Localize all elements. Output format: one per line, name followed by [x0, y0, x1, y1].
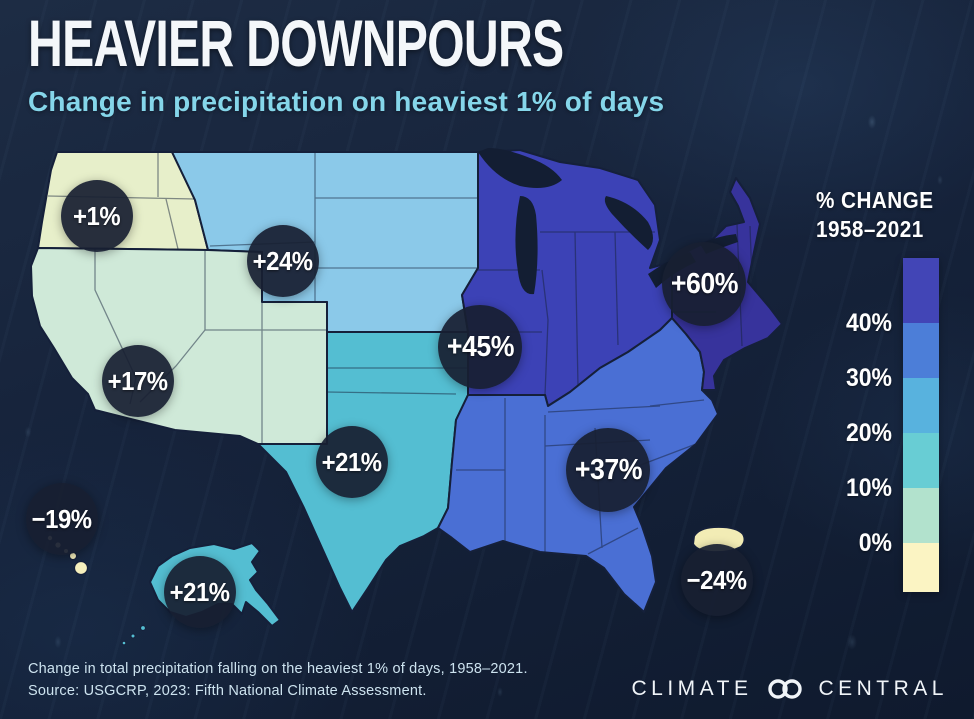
legend-title-line1: % CHANGE: [816, 187, 934, 213]
badge-puerto-rico-value: −24%: [686, 564, 747, 595]
legend-segment-10-20: [903, 433, 939, 488]
legend-title: % CHANGE 1958–2021: [816, 186, 933, 244]
alaska-aleutian-islands: [121, 625, 146, 646]
badge-puerto-rico: −24%: [681, 544, 753, 616]
legend-tick-0: 0%: [858, 529, 892, 557]
badge-southern-great-plains-value: +21%: [321, 446, 382, 477]
badge-northwest-value: +1%: [73, 200, 121, 231]
climate-central-logo: CLIMATE CENTRAL: [632, 677, 949, 701]
legend-segment-20-30: [903, 378, 939, 433]
badge-midwest-value: +45%: [446, 330, 514, 363]
footnote-caption: Change in total precipitation falling on…: [28, 661, 528, 677]
badge-southern-great-plains: +21%: [316, 426, 388, 498]
badge-southeast-value: +37%: [574, 453, 642, 486]
badge-alaska-value: +21%: [169, 576, 230, 607]
badge-hawaii-value: −19%: [31, 503, 92, 534]
badge-midwest: +45%: [438, 305, 522, 389]
badge-northern-great-plains: +24%: [247, 225, 319, 297]
legend-segment-40plus: [903, 258, 939, 323]
page-title: HEAVIER DOWNPOURS: [28, 6, 564, 80]
legend-tick-40: 40%: [845, 309, 892, 337]
logo-text-climate: CLIMATE: [631, 677, 753, 700]
badge-southwest: +17%: [102, 345, 174, 417]
legend-tick-10: 10%: [845, 474, 892, 502]
badge-southwest-value: +17%: [107, 365, 168, 396]
legend-segment-0-10: [903, 488, 939, 543]
legend-tick-30: 30%: [845, 364, 892, 392]
badge-alaska: +21%: [164, 556, 236, 628]
logo-rings-icon: [768, 679, 803, 699]
badge-hawaii: −19%: [26, 483, 98, 555]
legend-segment-30-40: [903, 323, 939, 378]
footnote-source: Source: USGCRP, 2023: Fifth National Cli…: [28, 683, 427, 699]
badge-northern-great-plains-value: +24%: [252, 245, 313, 276]
legend-title-line2: 1958–2021: [816, 215, 924, 242]
page-subtitle: Change in precipitation on heaviest 1% o…: [28, 86, 665, 117]
badge-southeast: +37%: [566, 428, 650, 512]
legend-color-bar: [903, 258, 939, 592]
legend-tick-20: 20%: [845, 419, 892, 447]
legend-segment-below-0: [903, 543, 939, 592]
badge-northeast: +60%: [662, 242, 746, 326]
badge-northwest: +1%: [61, 180, 133, 252]
logo-text-central: CENTRAL: [818, 677, 948, 700]
badge-northeast-value: +60%: [670, 267, 738, 300]
